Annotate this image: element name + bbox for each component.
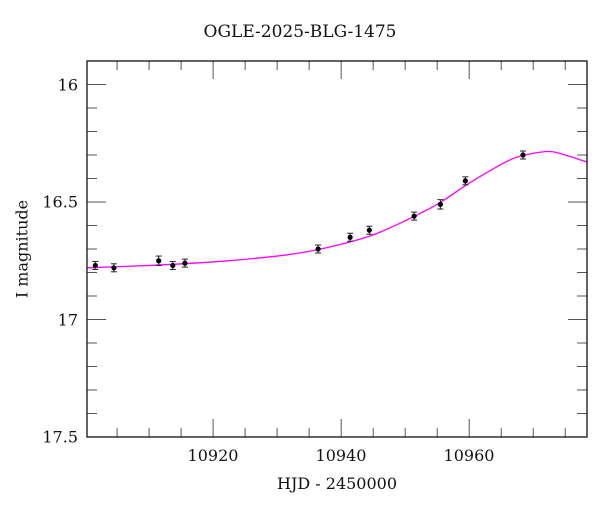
data-point: [92, 260, 99, 270]
data-point: [519, 150, 526, 160]
plot-frame: [86, 60, 588, 438]
data-point: [169, 260, 176, 270]
y-tick-label: 17.5: [42, 427, 78, 447]
data-point: [437, 199, 444, 210]
data-point: [315, 244, 322, 254]
x-tick-label: 10940: [315, 446, 367, 465]
y-tick-label: 16.5: [42, 192, 78, 212]
chart-title: OGLE-2025-BLG-1475: [203, 22, 397, 42]
y-axis-label: I magnitude: [12, 199, 32, 299]
model-curve: [86, 150, 588, 269]
data-point: [462, 176, 469, 186]
axis-ticks: [87, 61, 587, 438]
y-tick-label: 17: [57, 310, 78, 330]
data-point: [181, 258, 188, 268]
x-axis-label: HJD - 2450000: [276, 474, 398, 493]
data-point: [155, 255, 162, 266]
data-point: [347, 232, 354, 242]
y-tick-label: 16: [57, 75, 78, 95]
x-tick-label: 10920: [187, 446, 239, 465]
data-point: [411, 211, 418, 221]
data-point: [110, 263, 117, 273]
data-point: [366, 225, 373, 235]
x-tick-label: 10960: [443, 446, 495, 465]
data-points: [92, 150, 526, 273]
